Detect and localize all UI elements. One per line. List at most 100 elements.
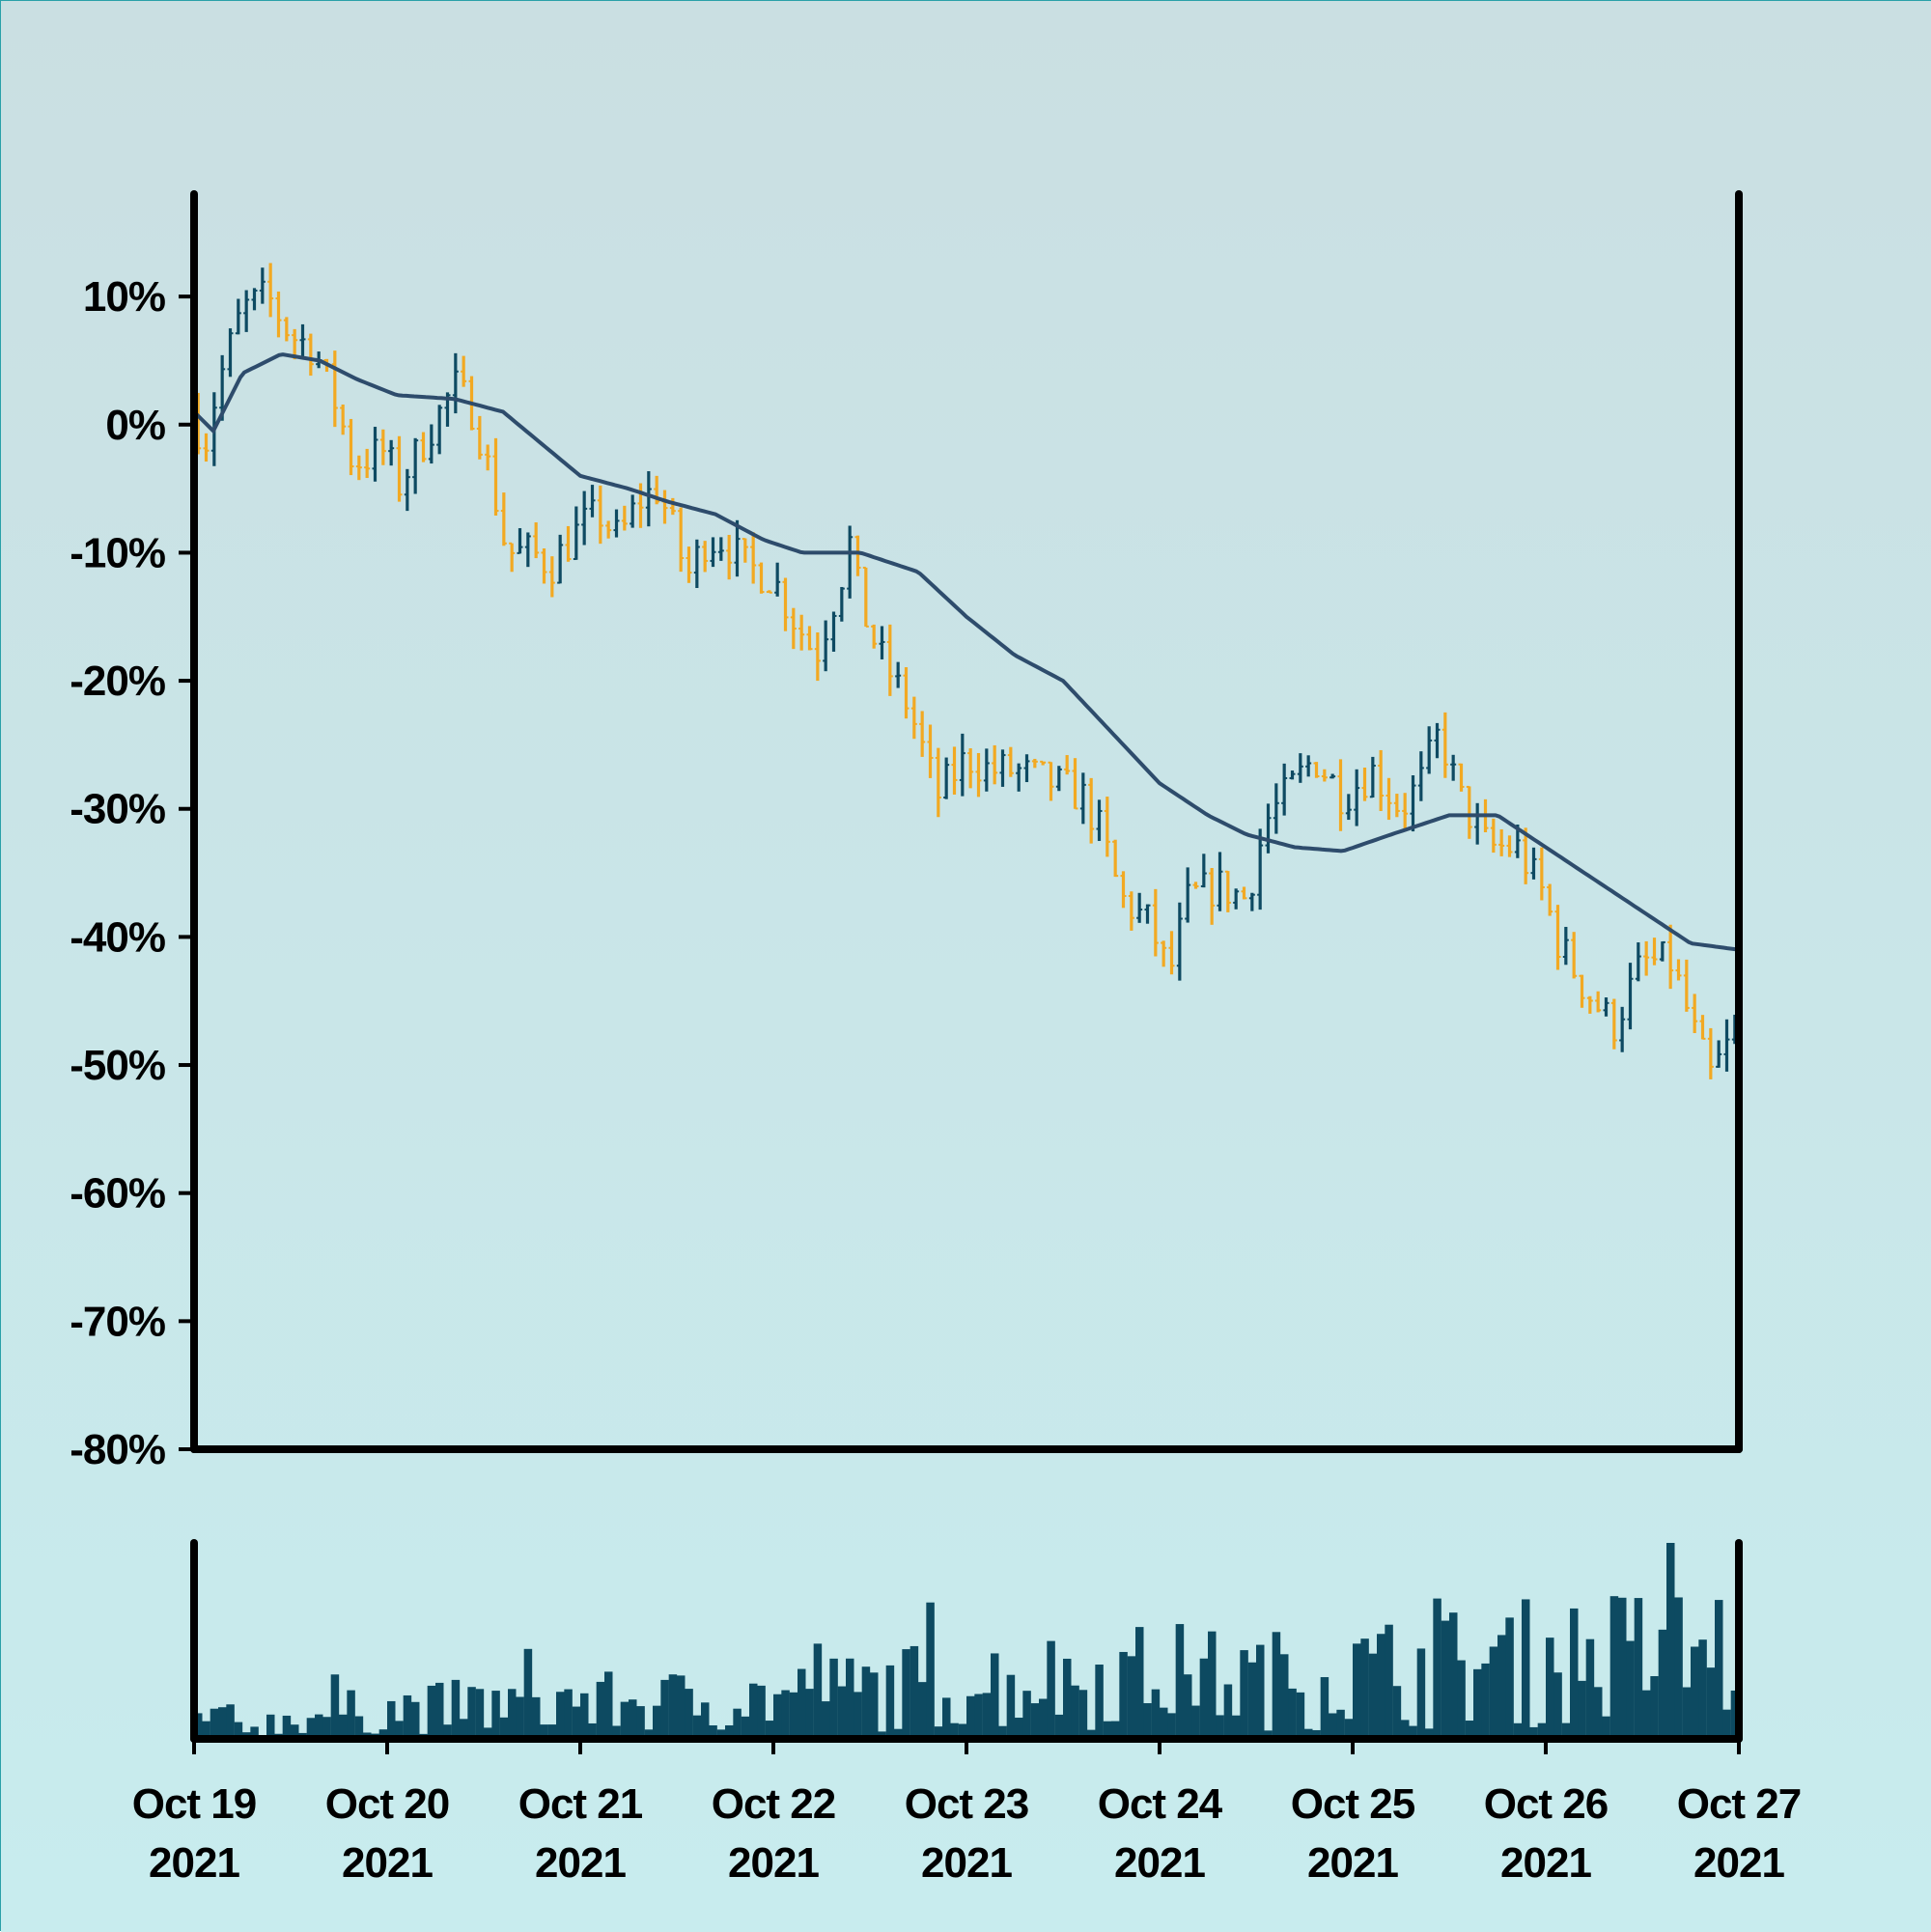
ohlc-bar <box>693 539 700 588</box>
volume-bar <box>629 1699 637 1739</box>
y-tick-label: 10% <box>83 273 165 321</box>
ohlc-bar <box>1378 749 1385 811</box>
ohlc-bar <box>1176 902 1183 981</box>
ohlc-bar <box>355 455 362 481</box>
ohlc-bar <box>1273 783 1279 834</box>
ohlc-bar <box>710 537 716 568</box>
ohlc-bar <box>838 586 845 622</box>
ohlc-bar <box>1450 754 1457 781</box>
ohlc-bar <box>758 562 765 594</box>
ohlc-bar <box>1643 940 1650 976</box>
ohlc-bar <box>1265 803 1272 854</box>
ohlc-bar <box>1354 769 1360 826</box>
ohlc-bar <box>1112 839 1119 878</box>
volume-bar <box>1184 1674 1192 1739</box>
volume-bar <box>484 1727 492 1739</box>
ohlc-bar <box>517 528 523 554</box>
ohlc-bar <box>750 532 757 584</box>
volume-bar <box>427 1685 436 1739</box>
volume-bar <box>1666 1543 1675 1739</box>
volume-bar <box>725 1724 734 1739</box>
volume-bar <box>1706 1667 1716 1739</box>
ohlc-bar <box>404 468 410 512</box>
ohlc-bar <box>645 471 652 527</box>
volume-bar <box>1513 1722 1523 1739</box>
volume-bar <box>958 1723 967 1739</box>
ohlc-bar <box>823 620 829 672</box>
ohlc-bar <box>340 404 347 435</box>
ohlc-bar <box>1064 755 1071 775</box>
volume-bar <box>1642 1690 1651 1739</box>
volume-bar <box>532 1696 541 1739</box>
ohlc-bar <box>1305 755 1312 777</box>
ohlc-bar <box>1168 931 1175 975</box>
ohlc-bar <box>903 667 910 719</box>
volume-bar <box>701 1702 710 1739</box>
volume-bar <box>1191 1705 1200 1739</box>
ohlc-bar <box>1547 883 1553 916</box>
ohlc-bar <box>1554 905 1561 970</box>
volume-bar <box>411 1701 420 1739</box>
volume-bar <box>516 1696 524 1739</box>
volume-bar <box>475 1689 485 1739</box>
ohlc-bar <box>348 418 354 476</box>
volume-bar <box>1553 1672 1562 1739</box>
volume-bar <box>1296 1692 1305 1739</box>
ohlc-bar <box>1088 777 1095 844</box>
volume-bar <box>202 1721 210 1739</box>
volume-bar <box>1481 1663 1490 1739</box>
volume-bar <box>1353 1643 1361 1739</box>
volume-bar <box>1578 1680 1586 1739</box>
ohlc-bar <box>1144 904 1151 924</box>
volume-bar <box>1087 1729 1096 1739</box>
ohlc-bar <box>1055 766 1062 792</box>
volume-bar <box>1111 1721 1120 1739</box>
ohlc-bar <box>1393 794 1400 818</box>
ohlc-bar <box>630 494 636 528</box>
ohlc-bar <box>951 746 958 795</box>
y-tick-label: -50% <box>70 1042 165 1089</box>
x-tick-label-date: Oct 21 <box>518 1780 643 1828</box>
ohlc-bar <box>1619 1006 1626 1052</box>
volume-bar <box>1160 1707 1168 1739</box>
volume-bar <box>1658 1629 1667 1739</box>
ohlc-bar <box>862 566 869 628</box>
ohlc-bar <box>1104 797 1110 857</box>
ohlc-bar <box>1023 754 1030 783</box>
volume-bar <box>1457 1660 1466 1739</box>
ohlc-bar <box>927 724 934 778</box>
volume-bar <box>443 1724 452 1739</box>
ohlc-bar <box>299 323 306 358</box>
volume-bar <box>322 1717 331 1739</box>
volume-bar <box>596 1681 605 1739</box>
moving-average-line <box>192 352 1740 952</box>
ohlc-bar <box>412 437 419 494</box>
volume-bar <box>798 1668 806 1739</box>
volume-bar <box>1730 1690 1740 1739</box>
volume-bar <box>773 1694 782 1739</box>
ohlc-bar <box>1627 963 1634 1030</box>
volume-bar <box>339 1714 348 1739</box>
ohlc-bar <box>581 490 588 546</box>
volume-bar <box>282 1715 292 1739</box>
ohlc-bar <box>436 405 443 455</box>
volume-bar <box>982 1693 992 1739</box>
volume-bar <box>460 1719 468 1739</box>
ohlc-bar <box>1233 888 1240 910</box>
ohlc-bar <box>557 534 564 584</box>
ohlc-bar <box>1257 828 1264 910</box>
ohlc-bar <box>919 711 926 757</box>
volume-bar <box>1609 1596 1619 1739</box>
volume-bar <box>1634 1598 1643 1739</box>
volume-bar <box>580 1693 589 1739</box>
volume-bar <box>491 1691 500 1739</box>
ohlc-bar <box>372 427 378 482</box>
ohlc-bar <box>589 485 596 518</box>
ohlc-bar <box>452 352 459 414</box>
volume-bar <box>540 1724 548 1739</box>
volume-bar <box>1529 1726 1538 1739</box>
x-tick-label-date: Oct 22 <box>712 1780 836 1828</box>
volume-bar <box>556 1692 565 1739</box>
ohlc-bar <box>742 538 748 563</box>
